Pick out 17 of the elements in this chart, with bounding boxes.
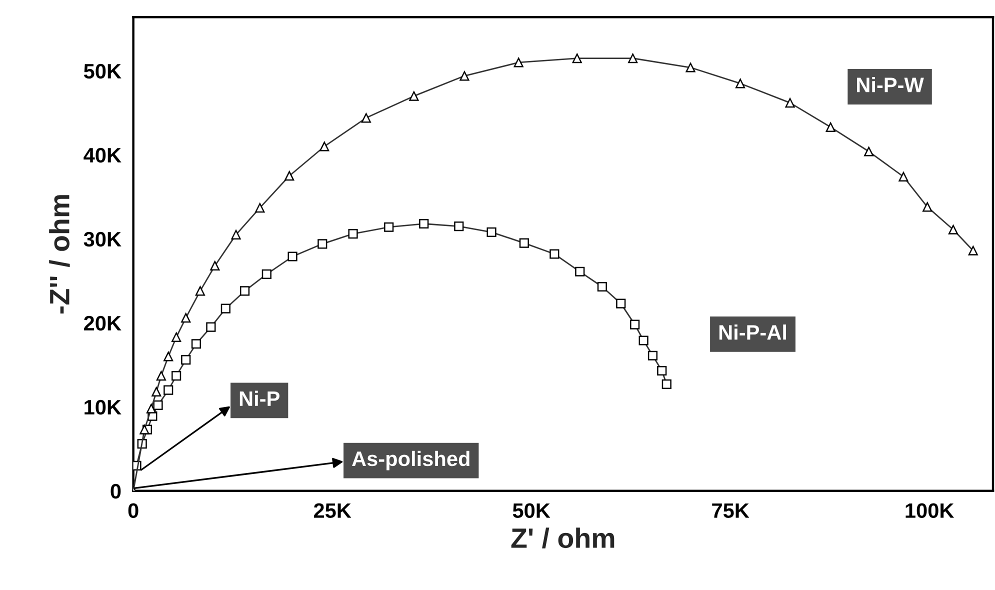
x-tick-label: 75K bbox=[712, 503, 750, 518]
annotation: As-polished bbox=[352, 450, 470, 470]
annotation: Ni-P bbox=[240, 390, 280, 406]
x-tick-label: 100K bbox=[906, 503, 954, 518]
y-tick-label: 20K bbox=[84, 316, 122, 331]
x-tick-label: 25K bbox=[314, 503, 352, 518]
x-tick-label: 50K bbox=[512, 503, 550, 518]
y-axis-title: -Z'' / ohm bbox=[49, 195, 70, 314]
y-tick-label: 30K bbox=[84, 232, 122, 247]
x-axis-title: Z' / ohm bbox=[511, 528, 614, 548]
x-tick-label: 0 bbox=[128, 503, 138, 518]
series-label: Ni-P-W bbox=[857, 77, 924, 92]
y-tick-label: 10K bbox=[84, 400, 122, 415]
y-tick-label: 50K bbox=[84, 64, 122, 79]
y-tick-label: 40K bbox=[84, 148, 122, 163]
text: Ni-P-Al bbox=[719, 324, 786, 340]
y-tick-label: 0 bbox=[110, 484, 121, 499]
